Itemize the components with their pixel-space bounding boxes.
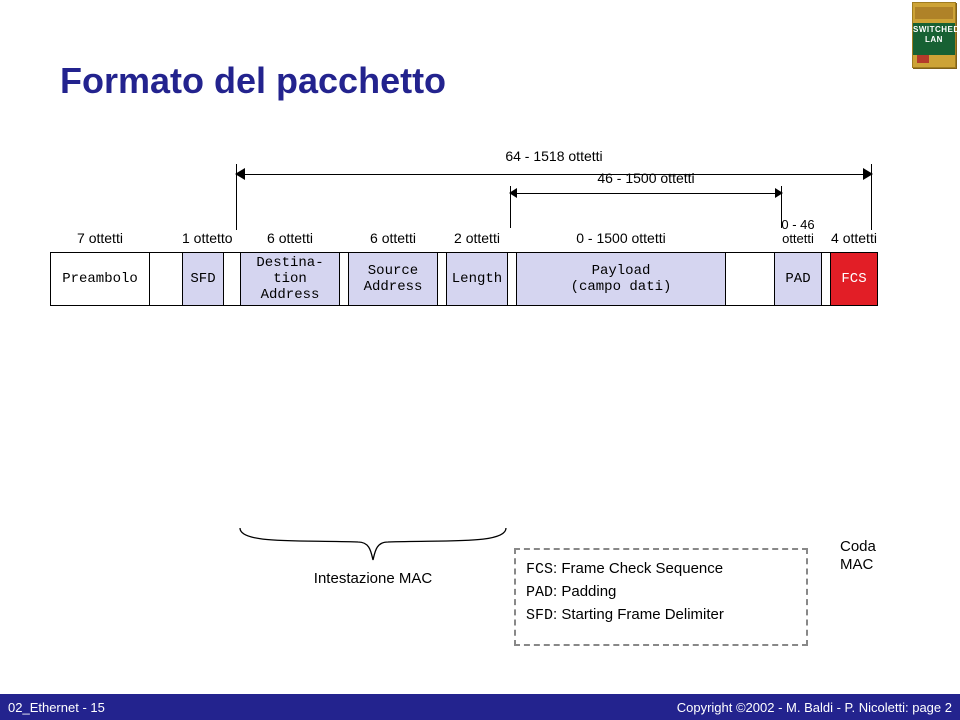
segment: PAD (774, 252, 822, 306)
segment-gap (766, 252, 774, 306)
segment-top-label: 0 - 1500 ottetti (516, 230, 726, 246)
segment: SFD (182, 252, 224, 306)
segment-gap (150, 252, 158, 306)
footer-right: Copyright ©2002 - M. Baldi - P. Nicolett… (677, 700, 952, 715)
segment-gap (508, 252, 516, 306)
segment-gap (340, 252, 348, 306)
segment-gap (224, 252, 232, 306)
segment-top-label: 1 ottetto (182, 230, 224, 246)
segment: Destina-tionAddress (240, 252, 340, 306)
legend-box: FCS: Frame Check SequencePAD: PaddingSFD… (514, 548, 808, 646)
segment: FCS (830, 252, 878, 306)
frame-diagram: 64 - 1518 ottetti 46 - 1500 ottetti 7 ot… (50, 230, 920, 306)
footer-left: 02_Ethernet - 15 (8, 700, 105, 715)
segment-gap (734, 252, 742, 306)
book-thumbnail: SWITCHEDLAN (912, 2, 956, 68)
page-title: Formato del pacchetto (60, 60, 446, 102)
legend-row: SFD: Starting Frame Delimiter (526, 604, 796, 627)
segment-gap (158, 252, 166, 306)
segment-gap (438, 252, 446, 306)
frame-row: Preambolo SFD Destina-tionAddressSourceAdd… (50, 252, 920, 306)
segment-gap (174, 252, 182, 306)
segment: Payload(campo dati) (516, 252, 726, 306)
segment: SourceAddress (348, 252, 438, 306)
segment-gap (232, 252, 240, 306)
footer-bar: 02_Ethernet - 15 Copyright ©2002 - M. Ba… (0, 694, 960, 720)
segment: Preambolo (50, 252, 150, 306)
book-band: SWITCHEDLAN (913, 23, 955, 55)
segment-top-label: 2 ottetti (446, 230, 508, 246)
segment-top-label: 6 ottetti (348, 230, 438, 246)
slide: Formato del pacchetto SWITCHEDLAN 64 - 1… (0, 0, 960, 720)
segment-gap (750, 252, 758, 306)
legend-row: FCS: Frame Check Sequence (526, 558, 796, 581)
segment-gap (742, 252, 750, 306)
segment-top-label: 4 ottetti (830, 230, 878, 246)
segment-gap (758, 252, 766, 306)
segment-gap (822, 252, 830, 306)
segment: Length (446, 252, 508, 306)
legend-row: PAD: Padding (526, 581, 796, 604)
segment-top-label: 0 - 46ottetti (768, 218, 828, 246)
segment-top-label: 6 ottetti (240, 230, 340, 246)
extent-payload: 46 - 1500 ottetti (510, 170, 782, 200)
brace (238, 526, 508, 566)
segment-gap (726, 252, 734, 306)
brace-label: Intestazione MAC (238, 570, 508, 587)
segment-top-label: 7 ottetti (50, 230, 150, 246)
coda-label: CodaMAC (840, 538, 876, 574)
segment-gap (166, 252, 174, 306)
